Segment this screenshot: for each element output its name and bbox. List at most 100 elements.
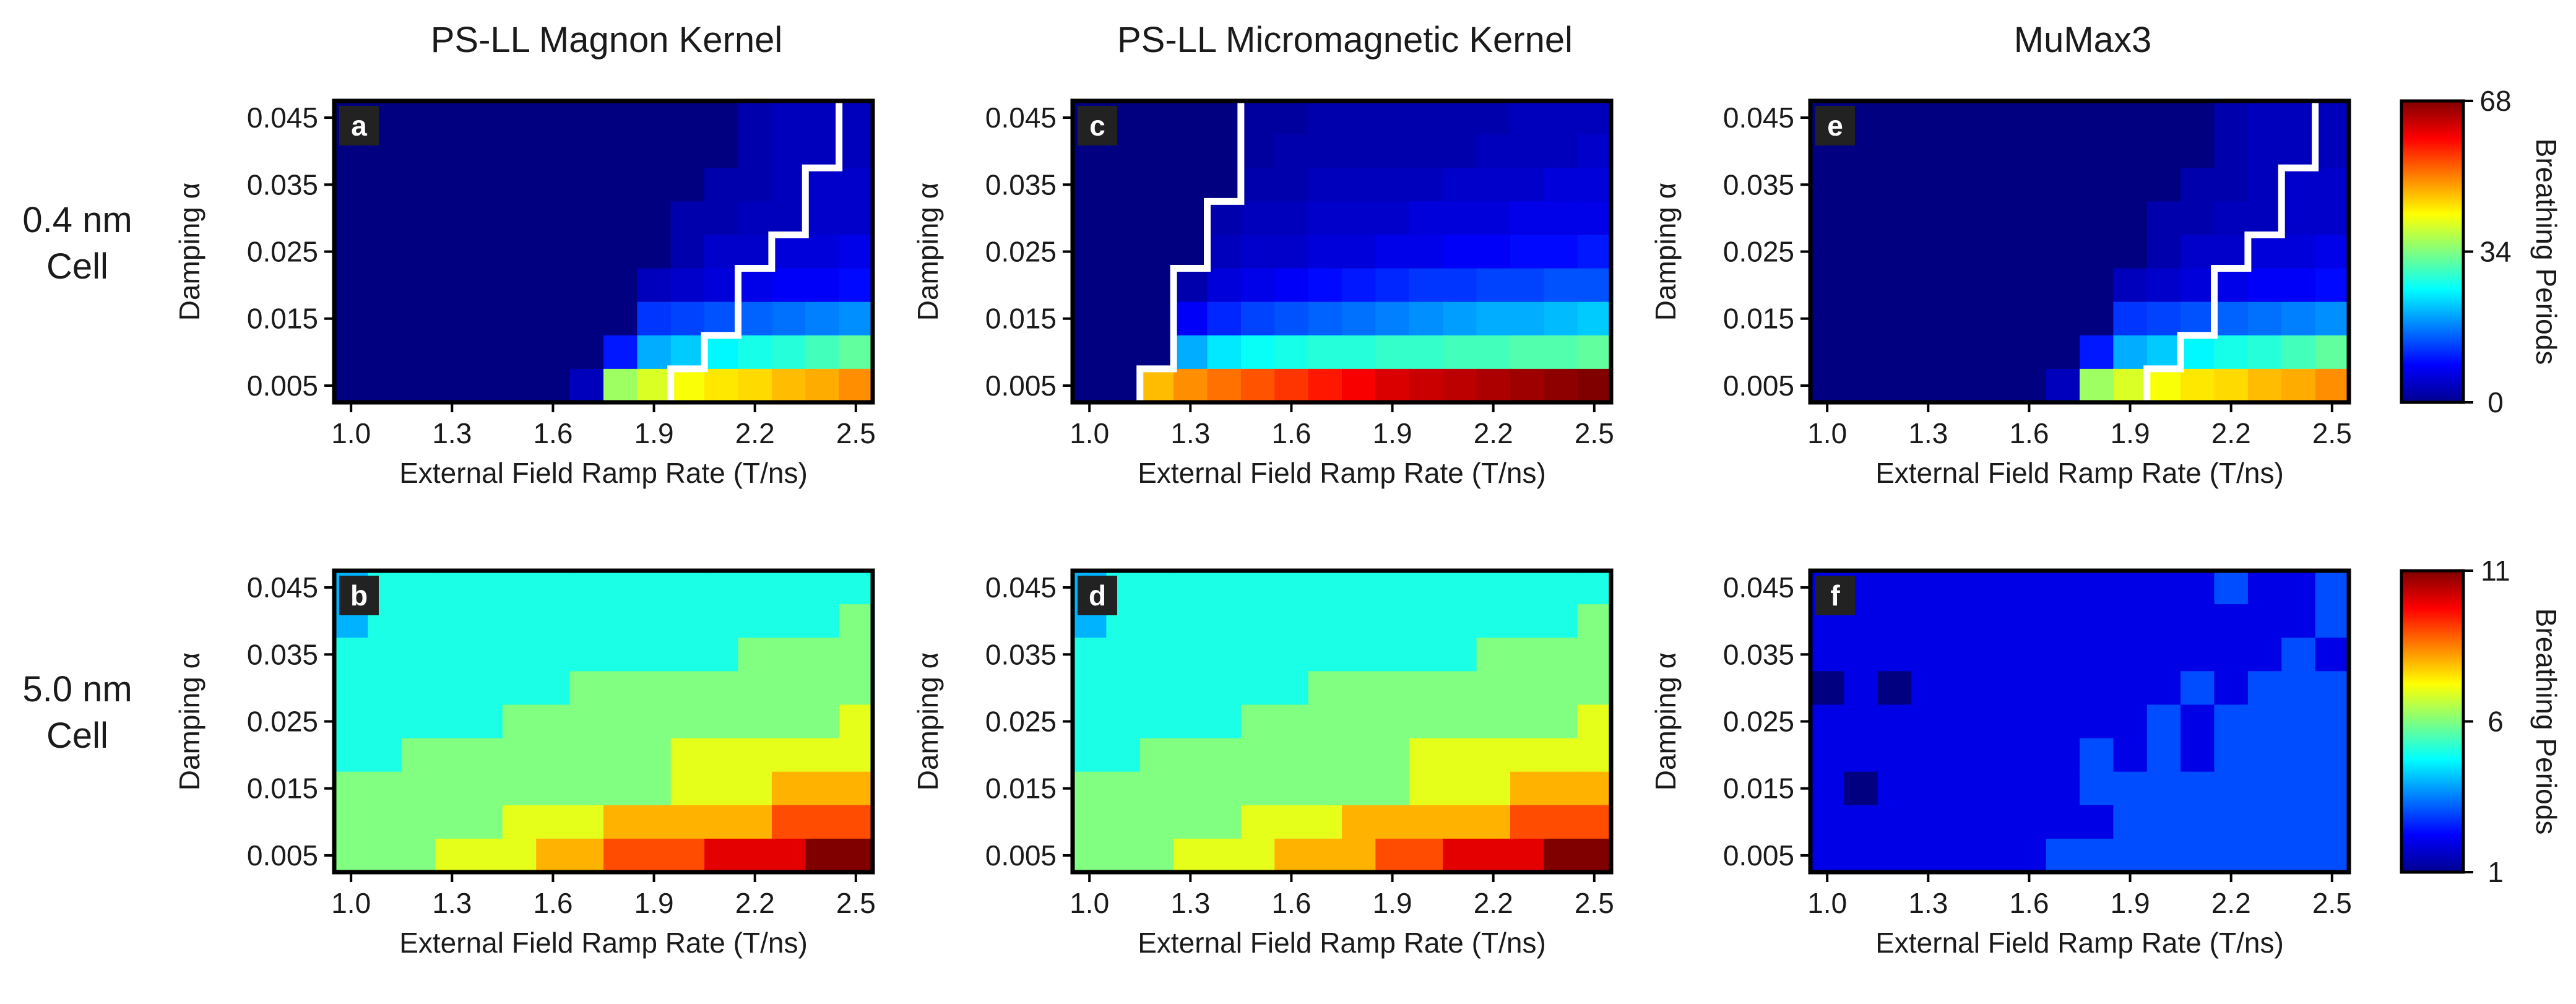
heatmap-cell xyxy=(1476,335,1511,370)
x-axis-label: External Field Ramp Rate (T/ns) xyxy=(1875,927,2284,959)
heatmap-cell xyxy=(839,134,873,169)
heatmap-cell xyxy=(2012,368,2047,403)
y-tick-label: 0.045 xyxy=(985,571,1057,604)
heatmap-cell xyxy=(1945,704,1979,739)
panel-label-badge xyxy=(339,106,379,145)
heatmap-cell xyxy=(805,368,840,403)
heatmap-cell xyxy=(2113,838,2148,873)
heatmap-cell xyxy=(637,671,672,706)
heatmap-cell xyxy=(401,335,436,370)
heatmap-cell xyxy=(1139,838,1174,873)
column-title-mumax3: MuMax3 xyxy=(2014,20,2151,60)
heatmap-cell xyxy=(1240,771,1276,806)
heatmap-cell xyxy=(1139,335,1174,370)
heatmap-cell xyxy=(1476,771,1511,806)
heatmap-cell xyxy=(2315,638,2349,672)
heatmap-cell xyxy=(1409,604,1443,639)
heatmap-cell xyxy=(704,805,739,839)
heatmap-cell xyxy=(839,368,873,403)
heatmap-cell xyxy=(502,838,537,873)
heatmap-cell xyxy=(2113,638,2148,672)
heatmap-cell xyxy=(738,235,772,269)
heatmap-cell xyxy=(1106,301,1141,336)
heatmap-cell xyxy=(368,704,402,739)
heatmap-cell xyxy=(603,838,638,873)
heatmap-cell xyxy=(1375,301,1410,336)
heatmap-cell xyxy=(637,301,672,336)
heatmap-cell xyxy=(2012,671,2047,706)
y-tick-label: 0.005 xyxy=(247,370,318,402)
heatmap-cell xyxy=(771,335,806,370)
heatmap-cell xyxy=(1510,301,1545,336)
heatmap-cell xyxy=(1308,704,1342,739)
heatmap-cell xyxy=(1308,301,1342,336)
heatmap-cell xyxy=(1911,638,1946,672)
heatmap-cell xyxy=(1443,571,1477,605)
heatmap-cell xyxy=(2012,301,2047,336)
heatmap-cell xyxy=(2046,235,2080,269)
colorbar-tick-label: 1 xyxy=(2487,856,2504,888)
heatmap-cell xyxy=(1544,604,1578,639)
heatmap-cell xyxy=(2315,368,2349,403)
heatmap-cell xyxy=(1308,738,1342,772)
heatmap-cell xyxy=(2181,368,2215,403)
heatmap-cell xyxy=(536,268,571,303)
heatmap-cell xyxy=(536,168,571,202)
heatmap-cell xyxy=(1409,704,1443,739)
heatmap-cell xyxy=(2247,101,2283,135)
heatmap-cell xyxy=(2146,571,2181,605)
heatmap-cell xyxy=(1207,368,1242,403)
heatmap-cell xyxy=(2281,638,2316,672)
y-tick-label: 0.025 xyxy=(985,236,1057,268)
heatmap-cell xyxy=(1978,101,2013,135)
heatmap-cell xyxy=(368,805,402,839)
heatmap-cell xyxy=(1139,738,1174,772)
heatmap-cell xyxy=(1375,335,1410,370)
heatmap-cell xyxy=(2247,201,2283,236)
heatmap-cell xyxy=(771,368,806,403)
heatmap-cell xyxy=(469,604,503,639)
heatmap-cell xyxy=(1510,571,1545,605)
row-label-04nm-line2: Cell xyxy=(46,246,108,287)
heatmap-cell xyxy=(1844,235,1878,269)
heatmap-cell xyxy=(334,301,369,336)
heatmap-cell xyxy=(2012,805,2047,839)
heatmap-cell xyxy=(2181,771,2215,806)
heatmap-cell xyxy=(603,368,638,403)
heatmap-cell xyxy=(2181,235,2215,269)
y-tick-label: 0.015 xyxy=(985,772,1057,805)
x-tick-label: 1.6 xyxy=(533,417,573,449)
x-tick-label: 1.0 xyxy=(1807,887,1847,919)
heatmap-cell xyxy=(1877,201,1912,236)
heatmap-cell xyxy=(1577,838,1612,873)
heatmap-cell xyxy=(1510,268,1545,303)
heatmap-cell xyxy=(1510,101,1545,135)
panel-e: e 1.0 1.3 1.6 1.9 2.2 2.5 0.045 0.035 0.025 0.015 0… xyxy=(1649,98,2352,489)
x-tick-label: 2.5 xyxy=(2312,887,2352,919)
heatmap-cell xyxy=(1308,771,1342,806)
heatmap-cell xyxy=(1308,101,1342,135)
heatmap-cell xyxy=(2046,168,2080,202)
row-label-50nm-line2: Cell xyxy=(46,716,108,756)
heatmap-cell xyxy=(1274,805,1309,839)
heatmap-cell xyxy=(1544,201,1578,236)
heatmap-cell xyxy=(469,368,503,403)
heatmap-cell xyxy=(1577,604,1612,639)
heatmap-cell xyxy=(401,638,436,672)
heatmap-cell xyxy=(2146,168,2181,202)
y-tick-label: 0.035 xyxy=(1723,168,1794,201)
heatmap-cell xyxy=(334,704,369,739)
y-tick-label: 0.035 xyxy=(985,168,1057,201)
heatmap-cell xyxy=(1173,368,1208,403)
heatmap-cell xyxy=(1476,301,1511,336)
heatmap-cell xyxy=(536,838,571,873)
heatmap-cell xyxy=(1173,604,1208,639)
heatmap-cell xyxy=(368,368,402,403)
heatmap-cell xyxy=(2214,704,2249,739)
heatmap-cell xyxy=(1544,368,1578,403)
heatmap-cell xyxy=(738,704,772,739)
heatmap-cell xyxy=(536,671,571,706)
heatmap-cell xyxy=(1978,738,2013,772)
heatmap-cell xyxy=(603,805,638,839)
heatmap-cell xyxy=(771,101,806,135)
